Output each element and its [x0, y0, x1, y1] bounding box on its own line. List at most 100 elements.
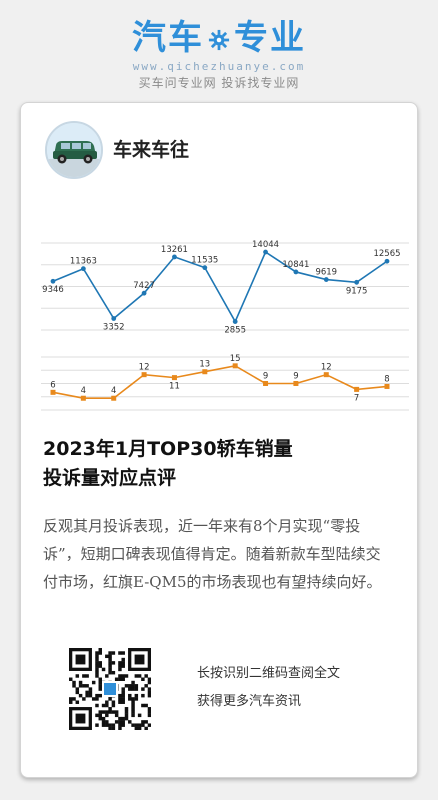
qr-module [85, 690, 89, 695]
qr-module [105, 654, 109, 659]
data-label: 6 [50, 380, 55, 390]
qr-module [128, 684, 132, 688]
data-point [111, 395, 117, 401]
qr-module [91, 697, 96, 701]
qr-module [141, 723, 145, 727]
data-point [202, 369, 208, 375]
qr-module [85, 674, 89, 678]
data-point [384, 383, 390, 389]
qr-module [75, 654, 86, 665]
data-point [50, 278, 56, 284]
qr-module [108, 667, 112, 672]
qr-module [147, 677, 151, 681]
qr-module [131, 703, 135, 708]
qr-module [85, 684, 89, 688]
qr-module [137, 723, 142, 727]
qr-module [95, 657, 99, 662]
series-line [52, 364, 388, 400]
brand-name-left: 汽车 [132, 18, 204, 58]
data-point [80, 395, 86, 401]
brand-header: 汽车 专业 www.qichezhuanye.com 买车问专业网 投诉找专业网 [0, 18, 438, 91]
brand-name-right: 专业 [234, 18, 306, 58]
qr-module [131, 697, 135, 701]
qr-module [95, 651, 99, 655]
qr-module [95, 723, 99, 727]
qr-module [85, 693, 89, 698]
qr-module [124, 710, 129, 714]
qr-module [147, 713, 151, 718]
qr-module [114, 713, 119, 718]
author-avatar[interactable] [45, 121, 103, 179]
brand-slogan: 买车问专业网 投诉找专业网 [138, 76, 300, 90]
qr-module [108, 723, 112, 727]
qr-module [98, 684, 102, 688]
data-label: 10841 [282, 260, 309, 270]
data-point [263, 381, 269, 386]
qr-module [147, 680, 151, 685]
qr-module [108, 670, 112, 675]
article-title[interactable]: 2023年1月TOP30轿车销量 投诉量对应点评 [43, 435, 393, 493]
data-label: 4 [81, 386, 86, 396]
qr-module [121, 651, 125, 655]
qr-module [75, 674, 80, 678]
data-point [171, 375, 177, 381]
qr-module [134, 654, 145, 665]
data-label: 12 [139, 363, 150, 373]
data-label: 12 [321, 363, 332, 373]
qr-module [121, 674, 125, 678]
qr-module [78, 693, 83, 698]
qr-module [101, 667, 106, 672]
qr-module [124, 713, 129, 718]
qr-module [105, 720, 109, 724]
qr-module [131, 723, 135, 727]
qr-module [134, 693, 139, 698]
qr-module [75, 690, 80, 695]
qr-module [121, 720, 125, 724]
qr-module [124, 716, 129, 721]
data-point [323, 372, 329, 378]
article-card[interactable]: 车来车往 9346 11363 3352 7427 13261 11535 2855 1404… [20, 102, 418, 778]
data-point [293, 269, 299, 275]
data-point [293, 381, 299, 386]
qr-module [137, 713, 142, 718]
qr-module [141, 687, 145, 691]
qr-module [108, 664, 112, 668]
qr-module [95, 667, 99, 672]
qr-module [131, 680, 135, 685]
author-name[interactable]: 车来车往 [113, 139, 190, 161]
qr-module [98, 677, 102, 681]
qr-module [118, 667, 122, 672]
qr-module [131, 700, 135, 704]
qr-module [128, 693, 132, 698]
data-label: 2855 [224, 326, 246, 336]
qr-module [128, 697, 132, 701]
qr-module [118, 651, 122, 655]
qr-module [75, 700, 80, 704]
qr-module [75, 687, 80, 691]
qr-module [105, 710, 109, 714]
qr-module [144, 720, 148, 724]
data-label: 9619 [315, 268, 337, 278]
qr-module [118, 664, 122, 668]
qr-code[interactable] [69, 648, 151, 730]
qr-module [121, 716, 125, 721]
qr-module [98, 648, 102, 652]
qr-module [134, 723, 139, 727]
qr-module [108, 726, 112, 730]
qr-module [131, 710, 135, 714]
qr-module [78, 684, 83, 688]
qr-module [101, 703, 106, 708]
article-title-line1: 2023年1月TOP30轿车销量 [43, 438, 293, 460]
data-point [111, 316, 117, 321]
qr-module [108, 654, 112, 659]
qr-module [108, 710, 112, 714]
qr-module [124, 707, 129, 711]
qr-module [121, 661, 125, 665]
qr-module [121, 697, 125, 701]
qr-module [95, 654, 99, 659]
qr-module [111, 661, 116, 665]
qr-module [118, 674, 122, 678]
qr-module [105, 713, 109, 718]
qr-module [101, 716, 106, 721]
